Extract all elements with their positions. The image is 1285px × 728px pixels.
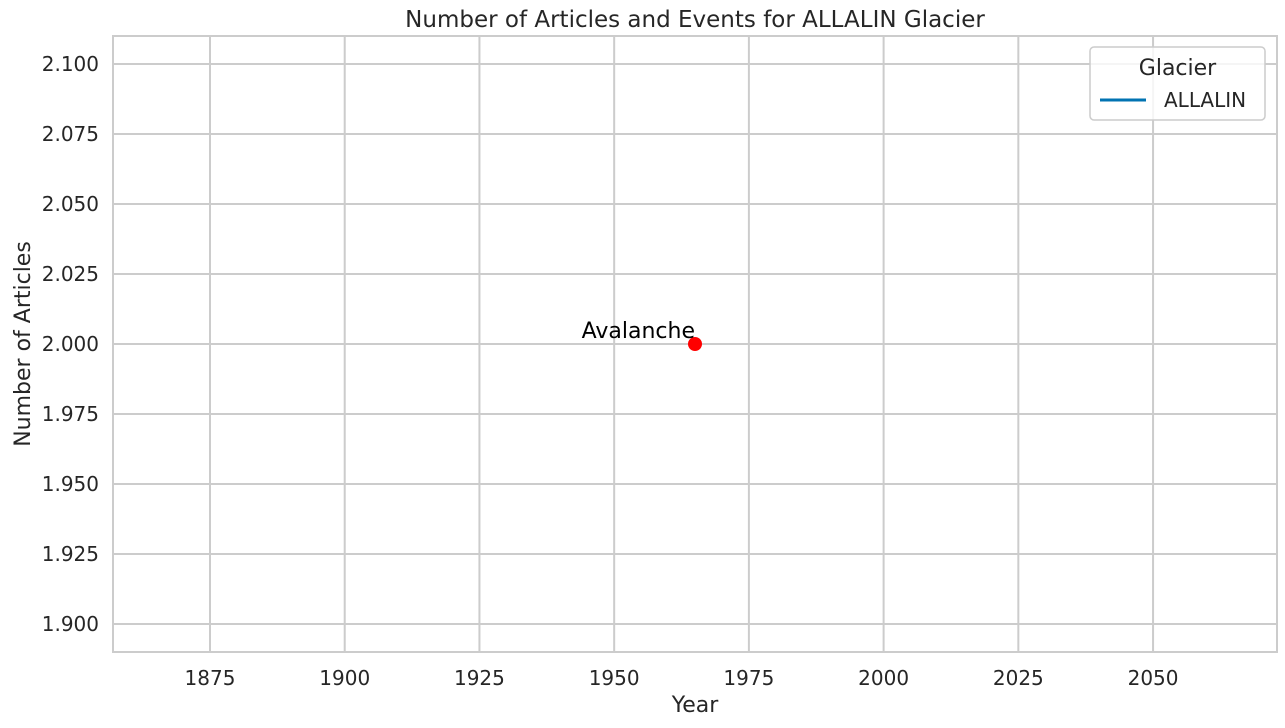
legend-entry-label: ALLALIN [1164, 88, 1246, 112]
legend-title: Glacier [1139, 56, 1217, 81]
x-tick-label: 1950 [589, 666, 640, 690]
x-tick-label: 2050 [1128, 666, 1179, 690]
y-tick-label: 1.975 [42, 402, 99, 426]
x-tick-label: 1875 [185, 666, 236, 690]
y-axis-label: Number of Articles [11, 241, 36, 447]
y-tick-label: 2.000 [42, 332, 99, 356]
events-layer: Avalanche [582, 319, 702, 351]
x-tick-label: 1975 [723, 666, 774, 690]
x-tick-labels: 1875 1900 1925 1950 1975 2000 2025 2050 [185, 666, 1179, 690]
y-tick-label: 2.075 [42, 122, 99, 146]
y-tick-label: 2.025 [42, 262, 99, 286]
legend-entries: ALLALIN [1100, 88, 1246, 112]
legend-box [1089, 46, 1266, 121]
y-tick-label: 1.925 [42, 542, 99, 566]
event-marker [688, 337, 702, 351]
x-tick-label: 2000 [858, 666, 909, 690]
x-tick-label: 2025 [993, 666, 1044, 690]
y-tick-label: 1.950 [42, 472, 99, 496]
event-label: Avalanche [582, 319, 695, 344]
x-tick-label: 1925 [454, 666, 505, 690]
chart-title: Number of Articles and Events for ALLALI… [405, 7, 985, 33]
x-axis-label: Year [671, 693, 720, 718]
y-tick-label: 2.050 [42, 192, 99, 216]
y-tick-label: 1.900 [42, 612, 99, 636]
x-tick-label: 1900 [319, 666, 370, 690]
y-tick-label: 2.100 [42, 52, 99, 76]
y-tick-labels: 1.900 1.925 1.950 1.975 2.000 2.025 2.050 2.075… [42, 52, 99, 636]
legend: Glacier ALLALIN [1089, 46, 1266, 121]
plot-frame [112, 35, 1278, 653]
